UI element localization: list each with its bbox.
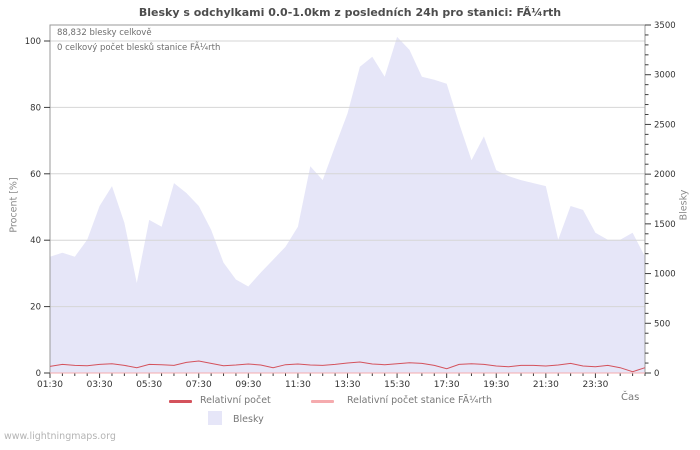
- legend-label-total: Relativní počet: [200, 395, 271, 406]
- svg-text:2000: 2000: [654, 170, 676, 180]
- svg-text:500: 500: [654, 319, 670, 329]
- gridline-layer: [50, 40, 645, 308]
- svg-text:23:30: 23:30: [582, 380, 608, 390]
- legend-label-blesky: Blesky: [233, 414, 264, 425]
- svg-text:11:30: 11:30: [285, 380, 311, 390]
- svg-text:1500: 1500: [654, 220, 676, 230]
- svg-text:3000: 3000: [654, 71, 676, 81]
- legend-label-station: Relativní počet stanice FÃ¼rth: [347, 395, 492, 406]
- legend-area-swatch-blesky: [208, 411, 222, 425]
- svg-text:21:30: 21:30: [533, 380, 559, 390]
- chart-title: Blesky s odchylkami 0.0-1.0km z poslední…: [138, 6, 562, 19]
- svg-text:05:30: 05:30: [136, 380, 162, 390]
- svg-text:20: 20: [30, 303, 41, 313]
- station-lightning-count: 0 celkový počet blesků stanice FÃ¼rth: [57, 43, 221, 53]
- svg-text:17:30: 17:30: [434, 380, 460, 390]
- line-series-layer: [49, 360, 646, 374]
- legend-line-swatch-station: [311, 400, 334, 403]
- svg-text:19:30: 19:30: [483, 380, 509, 390]
- total-lightning-count: 88,832 blesky celkově: [57, 28, 152, 38]
- svg-text:3500: 3500: [654, 21, 676, 31]
- watermark-url: www.lightningmaps.org: [4, 431, 116, 442]
- svg-text:1000: 1000: [654, 270, 676, 280]
- svg-text:15:30: 15:30: [384, 380, 410, 390]
- svg-text:80: 80: [30, 103, 41, 113]
- svg-text:13:30: 13:30: [335, 380, 361, 390]
- svg-text:0: 0: [36, 369, 41, 379]
- svg-text:40: 40: [30, 236, 41, 246]
- svg-text:100: 100: [25, 37, 41, 47]
- x-axis-label: Čas: [621, 392, 640, 403]
- svg-text:03:30: 03:30: [87, 380, 113, 390]
- legend-line-swatch-total: [169, 400, 192, 403]
- y-axis-right-label: Blesky: [678, 189, 690, 221]
- svg-text:01:30: 01:30: [37, 380, 63, 390]
- tick-label-layer: 0204060801000500100015002000250030003500…: [25, 21, 676, 390]
- svg-text:07:30: 07:30: [186, 380, 212, 390]
- svg-text:09:30: 09:30: [235, 380, 261, 390]
- svg-text:2500: 2500: [654, 120, 676, 130]
- svg-text:60: 60: [30, 170, 41, 180]
- svg-text:0: 0: [654, 369, 659, 379]
- area-series-layer: [50, 36, 645, 374]
- y-axis-left-label: Procent [%]: [8, 177, 20, 233]
